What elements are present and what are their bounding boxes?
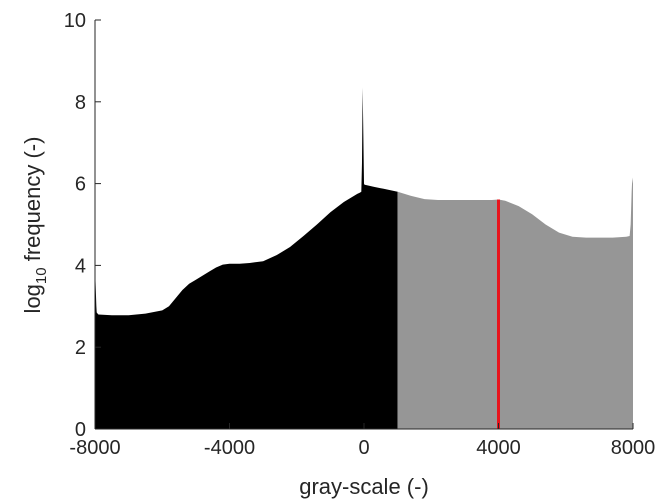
x-tick-label: 4000 xyxy=(476,437,521,459)
x-tick-label: 8000 xyxy=(611,437,656,459)
x-axis-label: gray-scale (-) xyxy=(299,474,429,499)
x-tick-label: 0 xyxy=(358,437,369,459)
histogram-area xyxy=(95,87,633,430)
y-axis-label-subscript: 10 xyxy=(33,267,50,284)
x-axis-ticks: -8000 -4000 0 4000 8000 xyxy=(69,423,655,459)
y-axis-label-suffix: frequency (-) xyxy=(20,137,45,268)
histogram-area-above-threshold xyxy=(397,177,633,429)
y-tick-label: 6 xyxy=(75,174,86,196)
histogram-area-below-threshold xyxy=(95,87,398,430)
y-tick-label: 8 xyxy=(75,92,86,114)
y-tick-label: 10 xyxy=(64,10,86,32)
y-tick-label: 0 xyxy=(75,419,86,441)
y-tick-label: 4 xyxy=(75,255,86,277)
x-tick-label: -4000 xyxy=(204,437,255,459)
y-axis-label-prefix: log xyxy=(20,284,45,313)
y-axis-label: log10 frequency (-) xyxy=(20,137,50,314)
y-tick-label: 2 xyxy=(75,337,86,359)
x-tick-label: -8000 xyxy=(69,437,120,459)
y-axis-ticks: 0 2 4 6 8 10 xyxy=(64,10,101,441)
